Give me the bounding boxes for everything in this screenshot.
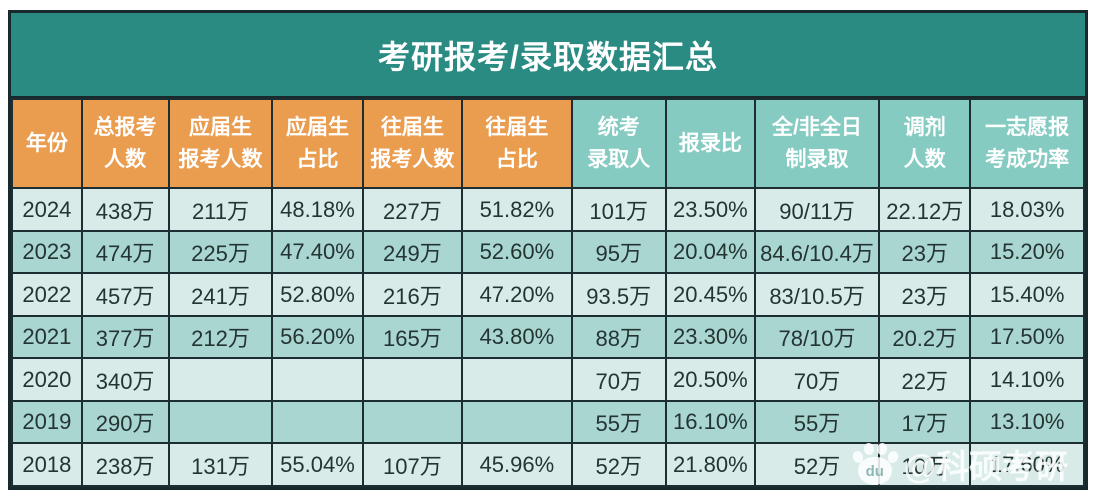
table-row-2020: 2020 340万 70万 20.50% 70万 22万 14.10%	[11, 357, 1085, 402]
table-cell: 55万	[570, 399, 667, 445]
table-cell: 20.50%	[664, 357, 756, 402]
table-cell: 249万	[361, 229, 464, 275]
table-cell: 16.10%	[664, 399, 756, 445]
table-row-2024: 2024 438万 211万 48.18% 227万 51.82% 101万 2…	[11, 187, 1085, 232]
table-cell: 241万	[167, 272, 274, 317]
col-header-admit-ratio: 报录比	[664, 97, 756, 190]
table-row-2018: 2018 238万 131万 55.04% 107万 45.96% 52万 21…	[11, 442, 1085, 487]
table-cell: 93.5万	[570, 272, 667, 317]
table-cell: 83/10.5万	[753, 272, 881, 317]
year-cell: 2020	[11, 357, 83, 402]
table-cell: 216万	[361, 272, 464, 317]
col-header-adjustment-count: 调剂 人数	[878, 97, 972, 190]
table-cell: 17.60%	[969, 442, 1085, 487]
table-cell: 22.12万	[878, 187, 972, 232]
table-cell: 474万	[80, 229, 170, 275]
col-header-year: 年份	[11, 97, 83, 190]
table-cell	[271, 357, 364, 402]
table-cell: 457万	[80, 272, 170, 317]
table-cell	[361, 399, 464, 445]
table-cell: 131万	[167, 442, 274, 487]
table-cell	[361, 357, 464, 402]
table-row-2023: 2023 474万 225万 47.40% 249万 52.60% 95万 20…	[11, 229, 1085, 275]
table-cell: 211万	[167, 187, 274, 232]
table-cell: 55.04%	[271, 442, 364, 487]
header-row: 年份 总报考 人数 应届生 报考人数 应届生 占比 往届生 报考人数 往届生 占…	[11, 97, 1085, 190]
table-cell: 238万	[80, 442, 170, 487]
col-header-total-applicants: 总报考 人数	[80, 97, 170, 190]
table-cell: 78/10万	[753, 314, 881, 360]
col-header-fresh-applicants: 应届生 报考人数	[167, 97, 274, 190]
year-cell: 2019	[11, 399, 83, 445]
table-cell	[461, 357, 573, 402]
col-header-fresh-ratio: 应届生 占比	[271, 97, 364, 190]
table-cell: 51.82%	[461, 187, 573, 232]
table-cell: 20.2万	[878, 314, 972, 360]
col-header-first-choice-success-rate: 一志愿报 考成功率	[969, 97, 1085, 190]
table-cell: 56.20%	[271, 314, 364, 360]
data-table: 年份 总报考 人数 应届生 报考人数 应届生 占比 往届生 报考人数 往届生 占…	[11, 97, 1085, 487]
table-cell: 47.40%	[271, 229, 364, 275]
data-table-card: 考研报考/录取数据汇总 年份 总报考 人数 应届生 报考人数 应届生 占比 往届…	[8, 10, 1088, 490]
table-cell: 23.50%	[664, 187, 756, 232]
table-cell: 15.20%	[969, 229, 1085, 275]
table-cell	[167, 399, 274, 445]
table-cell: 17.50%	[969, 314, 1085, 360]
table-cell: 23万	[878, 272, 972, 317]
table-cell: 438万	[80, 187, 170, 232]
table-cell: 227万	[361, 187, 464, 232]
table-cell: 95万	[570, 229, 667, 275]
table-cell: 48.18%	[271, 187, 364, 232]
table-cell	[271, 399, 364, 445]
year-cell: 2022	[11, 272, 83, 317]
col-header-previous-ratio: 往届生 占比	[461, 97, 573, 190]
table-cell	[167, 357, 274, 402]
table-cell: 225万	[167, 229, 274, 275]
table-cell	[461, 399, 573, 445]
table-cell: 52.60%	[461, 229, 573, 275]
table-row-2021: 2021 377万 212万 56.20% 165万 43.80% 88万 23…	[11, 314, 1085, 360]
table-cell: 13.10%	[969, 399, 1085, 445]
table-cell: 70万	[753, 357, 881, 402]
year-cell: 2021	[11, 314, 83, 360]
year-cell: 2023	[11, 229, 83, 275]
year-cell: 2024	[11, 187, 83, 232]
table-cell: 47.20%	[461, 272, 573, 317]
col-header-unified-admitted: 统考 录取人	[570, 97, 667, 190]
table-cell: 70万	[570, 357, 667, 402]
table-cell: 20.04%	[664, 229, 756, 275]
table-cell: 18.03%	[969, 187, 1085, 232]
table-row-2019: 2019 290万 55万 16.10% 55万 17万 13.10%	[11, 399, 1085, 445]
table-cell: 107万	[361, 442, 464, 487]
year-cell: 2018	[11, 442, 83, 487]
table-cell: 165万	[361, 314, 464, 360]
table-cell: 23万	[878, 229, 972, 275]
table-cell: 52万	[570, 442, 667, 487]
table-cell: 17万	[878, 399, 972, 445]
table-cell: 52万	[753, 442, 881, 487]
table-cell: 14.10%	[969, 357, 1085, 402]
table-cell: 15.40%	[969, 272, 1085, 317]
table-cell: 22万	[878, 357, 972, 402]
table-cell: 20.45%	[664, 272, 756, 317]
table-cell: 290万	[80, 399, 170, 445]
col-header-full-parttime-admitted: 全/非全日 制录取	[753, 97, 881, 190]
table-cell: 10万	[878, 442, 972, 487]
table-cell: 90/11万	[753, 187, 881, 232]
table-title: 考研报考/录取数据汇总	[11, 13, 1085, 98]
table-cell: 23.30%	[664, 314, 756, 360]
table-cell: 84.6/10.4万	[753, 229, 881, 275]
table-cell: 45.96%	[461, 442, 573, 487]
table-cell: 43.80%	[461, 314, 573, 360]
table-cell: 101万	[570, 187, 667, 232]
table-cell: 52.80%	[271, 272, 364, 317]
table-cell: 212万	[167, 314, 274, 360]
col-header-previous-applicants: 往届生 报考人数	[361, 97, 464, 190]
table-cell: 340万	[80, 357, 170, 402]
table-cell: 21.80%	[664, 442, 756, 487]
table-cell: 55万	[753, 399, 881, 445]
table-cell: 88万	[570, 314, 667, 360]
table-row-2022: 2022 457万 241万 52.80% 216万 47.20% 93.5万 …	[11, 272, 1085, 317]
table-cell: 377万	[80, 314, 170, 360]
